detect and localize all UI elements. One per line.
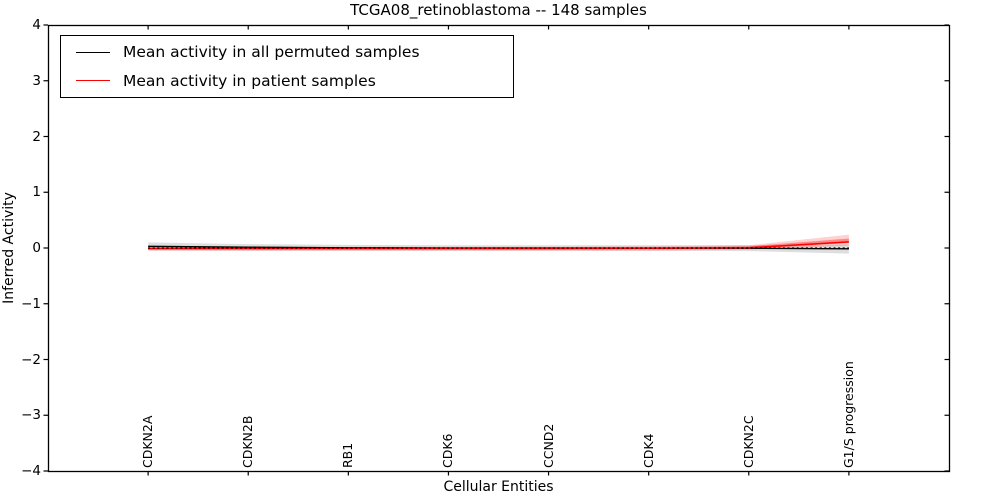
- x-tick-label: CDKN2C: [740, 415, 756, 468]
- x-tick-label: CDK6: [440, 433, 456, 468]
- x-tick-label: G1/S progression: [840, 361, 856, 468]
- y-tick-label: 2: [32, 128, 41, 145]
- patient-confidence-band-outer: [148, 234, 849, 251]
- y-tick-label: −4: [21, 463, 41, 479]
- y-tick-label: −3: [21, 407, 41, 424]
- y-tick-label: 3: [32, 72, 41, 89]
- x-tick-label: CDKN2A: [140, 415, 156, 468]
- legend-label-patient: Mean activity in patient samples: [123, 71, 376, 90]
- legend-label-permuted: Mean activity in all permuted samples: [123, 43, 420, 62]
- y-tick-label: 4: [32, 17, 41, 33]
- y-tick-label: 0: [32, 240, 41, 256]
- axes-frame: [47, 24, 951, 473]
- x-tick-label: RB1: [340, 442, 356, 468]
- x-tick-label: CCND2: [540, 423, 556, 468]
- x-tick-label: CDKN2B: [240, 415, 256, 468]
- legend-item-permuted: Mean activity in all permuted samples: [61, 38, 513, 66]
- y-tick-label: −2: [21, 351, 41, 368]
- y-tick-label: −1: [21, 295, 41, 312]
- legend-line-sample-patient: [76, 80, 110, 82]
- legend-line-sample-permuted: [76, 51, 110, 53]
- y-tick-label: 1: [32, 184, 41, 201]
- x-tick-label: CDK4: [640, 433, 656, 468]
- x-axis-label: Cellular Entities: [443, 479, 554, 495]
- chart-title: TCGA08_retinoblastoma -- 148 samples: [350, 1, 647, 19]
- legend-item-patient: Mean activity in patient samples: [61, 67, 513, 95]
- legend: Mean activity in all permuted samples Me…: [60, 35, 514, 98]
